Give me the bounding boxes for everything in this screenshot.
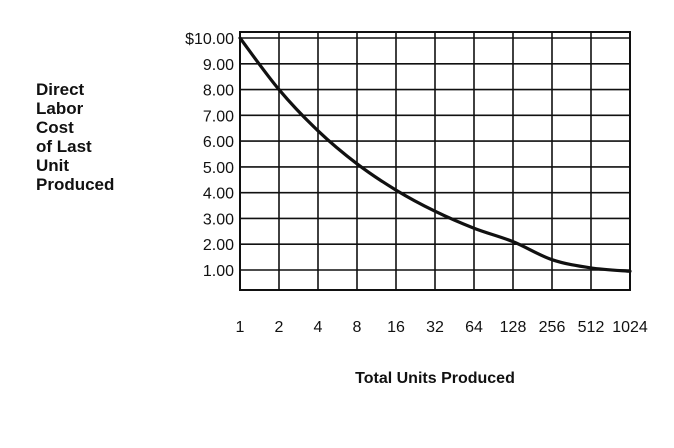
y-axis-label-line-5: Unit <box>36 156 70 175</box>
x-tick-label: 2 <box>275 319 284 336</box>
y-axis-label-line-3: Cost <box>36 118 74 137</box>
y-tick-label: $10.00 <box>185 31 234 48</box>
y-tick-label: 1.00 <box>203 263 234 280</box>
y-tick-label: 5.00 <box>203 160 234 177</box>
x-tick-label: 8 <box>353 319 362 336</box>
y-tick-label: 6.00 <box>203 134 234 151</box>
y-axis-label-line-1: Direct <box>36 80 85 99</box>
y-axis-label: Direct Labor Cost of Last Unit Produced <box>36 80 156 194</box>
cost-curve-line <box>238 36 632 273</box>
series-lines <box>238 36 632 273</box>
y-tick-label: 7.00 <box>203 108 234 125</box>
x-tick-label: 16 <box>387 319 405 336</box>
grid <box>239 31 631 291</box>
x-tick-label: 64 <box>465 319 483 336</box>
y-tick-label: 2.00 <box>203 237 234 254</box>
x-tick-label: 256 <box>539 319 566 336</box>
y-tick-label: 4.00 <box>203 186 234 203</box>
y-axis-label-line-2: Labor <box>36 99 84 118</box>
y-tick-label: 8.00 <box>203 83 234 100</box>
y-axis-label-line-6: Produced <box>36 175 115 194</box>
y-axis-label-line-4: of Last <box>36 137 92 156</box>
x-tick-labels: 1 2 4 8 16 32 64 128 256 512 1024 <box>236 319 648 336</box>
x-tick-label: 128 <box>500 319 527 336</box>
y-tick-label: 3.00 <box>203 211 234 228</box>
x-tick-label: 32 <box>426 319 444 336</box>
y-tick-label: 9.00 <box>203 57 234 74</box>
x-tick-label: 1 <box>236 319 245 336</box>
x-tick-label: 4 <box>314 319 323 336</box>
x-axis-label: Total Units Produced <box>355 370 515 387</box>
x-tick-label: 1024 <box>612 319 648 336</box>
y-tick-labels: $10.00 9.00 8.00 7.00 6.00 5.00 4.00 3.00 2.00 1.… <box>185 31 234 280</box>
x-tick-label: 512 <box>578 319 605 336</box>
